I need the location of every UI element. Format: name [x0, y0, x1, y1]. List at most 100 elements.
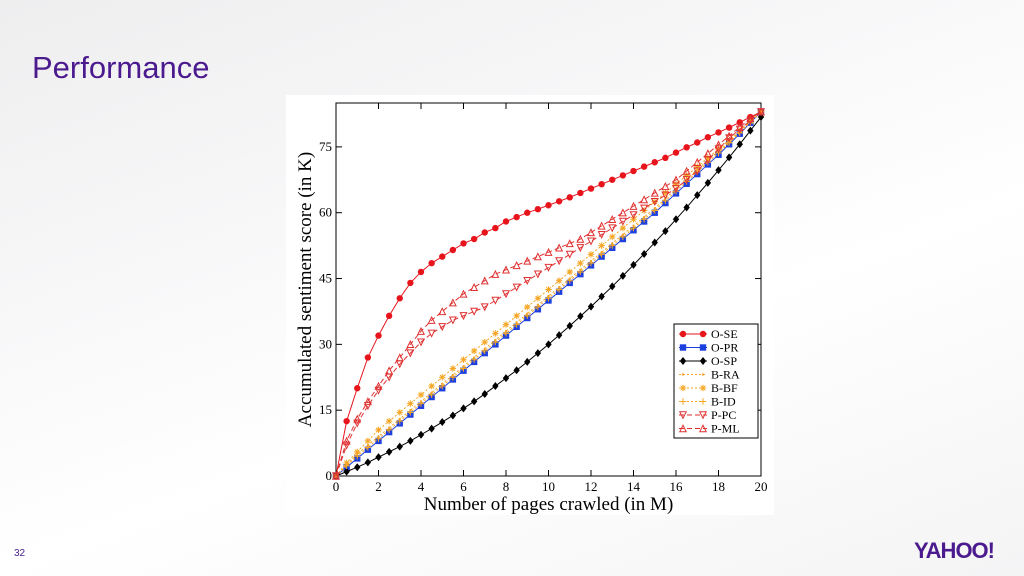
- x-tick-label: 0: [333, 479, 340, 494]
- marker: [385, 366, 394, 375]
- marker: [481, 389, 488, 398]
- marker: [428, 391, 435, 399]
- marker: [492, 382, 499, 391]
- marker: [502, 330, 510, 337]
- marker: [374, 381, 383, 390]
- marker: [354, 463, 361, 472]
- marker: [396, 409, 403, 416]
- marker: [480, 276, 489, 285]
- marker: [343, 467, 350, 476]
- marker: [481, 229, 488, 236]
- marker: [678, 411, 688, 420]
- marker: [438, 323, 447, 332]
- marker: [682, 176, 691, 185]
- marker: [609, 242, 616, 249]
- marker: [492, 224, 499, 232]
- marker: [512, 283, 521, 292]
- marker: [406, 349, 415, 358]
- marker: [363, 402, 372, 411]
- marker: [449, 365, 457, 372]
- marker: [679, 344, 687, 351]
- marker: [651, 207, 658, 214]
- marker: [609, 176, 616, 183]
- marker: [385, 426, 393, 434]
- marker: [630, 216, 637, 223]
- y-tick-label: 75: [319, 139, 332, 154]
- marker: [460, 365, 467, 372]
- marker: [704, 154, 712, 162]
- marker: [699, 344, 707, 351]
- legend-box: [673, 323, 759, 439]
- marker: [555, 198, 563, 205]
- marker: [725, 124, 733, 131]
- marker: [385, 417, 393, 425]
- page-number: 32: [14, 548, 26, 559]
- marker: [417, 400, 425, 407]
- marker: [375, 435, 382, 442]
- marker: [598, 292, 605, 301]
- marker: [714, 140, 723, 149]
- marker: [470, 356, 478, 363]
- marker: [698, 424, 708, 433]
- legend-label: B-ID: [711, 395, 736, 409]
- marker: [354, 448, 361, 456]
- marker: [460, 404, 467, 413]
- marker: [661, 191, 670, 200]
- legend-label: P-PC: [711, 408, 736, 422]
- marker: [524, 209, 531, 216]
- marker: [640, 204, 649, 213]
- marker: [586, 228, 596, 237]
- marker: [492, 330, 499, 337]
- x-axis-label: Number of pages crawled (in M): [424, 494, 674, 515]
- marker: [534, 205, 542, 213]
- marker: [566, 268, 573, 276]
- marker: [714, 145, 723, 154]
- marker: [699, 398, 707, 405]
- marker: [375, 332, 382, 339]
- marker: [699, 357, 707, 365]
- marker: [609, 282, 616, 291]
- marker: [679, 384, 687, 392]
- marker: [693, 167, 702, 176]
- marker: [640, 216, 648, 223]
- marker: [501, 290, 511, 299]
- x-tick-label: 18: [712, 479, 725, 494]
- marker: [587, 185, 595, 192]
- marker: [597, 221, 606, 230]
- marker: [524, 357, 531, 366]
- marker: [672, 180, 680, 188]
- marker: [428, 424, 435, 433]
- marker: [533, 252, 542, 261]
- marker: [698, 411, 708, 420]
- marker: [587, 251, 595, 258]
- marker: [587, 259, 595, 267]
- marker: [428, 382, 435, 390]
- marker: [513, 321, 520, 328]
- marker: [407, 279, 414, 287]
- marker: [679, 330, 687, 338]
- marker: [577, 189, 584, 197]
- marker: [448, 298, 457, 307]
- x-tick-label: 6: [460, 479, 467, 494]
- marker: [533, 270, 542, 279]
- marker: [704, 178, 712, 187]
- marker: [416, 338, 426, 347]
- marker: [640, 249, 648, 258]
- marker: [481, 347, 488, 355]
- marker: [576, 234, 585, 243]
- marker: [513, 312, 520, 320]
- marker: [682, 166, 691, 175]
- marker: [545, 340, 552, 349]
- marker: [640, 195, 649, 204]
- legend-label: O-SP: [711, 354, 737, 368]
- marker: [416, 326, 426, 335]
- x-tick-label: 8: [503, 479, 510, 494]
- legend-label: B-RA: [711, 368, 740, 382]
- marker: [364, 437, 372, 445]
- marker: [492, 338, 499, 346]
- marker: [439, 382, 446, 390]
- marker: [640, 163, 648, 170]
- marker: [694, 163, 701, 170]
- marker: [566, 321, 573, 330]
